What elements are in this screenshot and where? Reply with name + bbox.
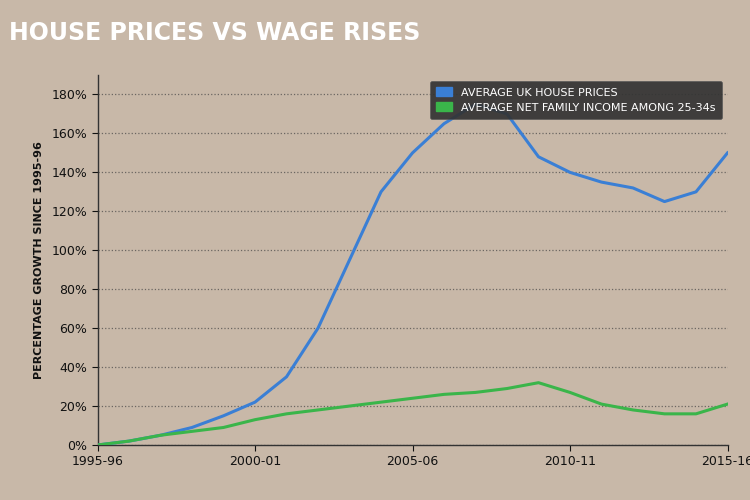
- Legend: AVERAGE UK HOUSE PRICES, AVERAGE NET FAMILY INCOME AMONG 25-34s: AVERAGE UK HOUSE PRICES, AVERAGE NET FAM…: [430, 80, 722, 119]
- Y-axis label: PERCENTAGE GROWTH SINCE 1995-96: PERCENTAGE GROWTH SINCE 1995-96: [34, 141, 44, 379]
- Text: HOUSE PRICES VS WAGE RISES: HOUSE PRICES VS WAGE RISES: [9, 20, 420, 44]
